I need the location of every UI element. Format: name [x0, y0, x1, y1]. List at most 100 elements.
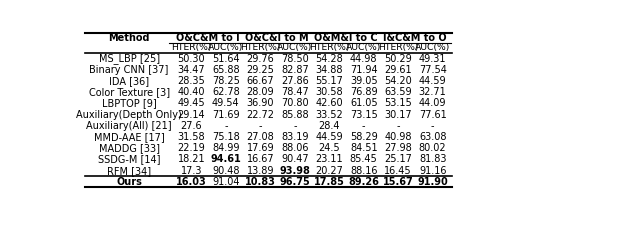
Text: 89.26: 89.26 — [348, 177, 379, 187]
Text: 83.19: 83.19 — [281, 132, 308, 142]
Text: 29.14: 29.14 — [177, 110, 205, 120]
Text: 44.98: 44.98 — [350, 54, 378, 64]
Text: 91.90: 91.90 — [417, 177, 448, 187]
Text: 17.69: 17.69 — [246, 143, 274, 153]
Text: 49.45: 49.45 — [177, 98, 205, 108]
Text: 44.09: 44.09 — [419, 98, 447, 108]
Text: 55.17: 55.17 — [316, 76, 343, 86]
Text: 65.88: 65.88 — [212, 65, 239, 75]
Text: 84.99: 84.99 — [212, 143, 239, 153]
Text: 88.06: 88.06 — [281, 143, 308, 153]
Text: HTER(%): HTER(%) — [309, 43, 349, 52]
Text: HTER(%): HTER(%) — [171, 43, 212, 52]
Text: 28.35: 28.35 — [177, 76, 205, 86]
Text: 91.04: 91.04 — [212, 177, 239, 187]
Text: 24.5: 24.5 — [319, 143, 340, 153]
Text: 50.29: 50.29 — [384, 54, 412, 64]
Text: 34.47: 34.47 — [177, 65, 205, 75]
Text: 93.98: 93.98 — [279, 166, 310, 176]
Text: 15.67: 15.67 — [383, 177, 413, 187]
Text: 75.18: 75.18 — [212, 132, 240, 142]
Text: 49.54: 49.54 — [212, 98, 239, 108]
Text: 58.29: 58.29 — [350, 132, 378, 142]
Text: 30.17: 30.17 — [385, 110, 412, 120]
Text: Method: Method — [108, 33, 150, 43]
Text: 39.05: 39.05 — [350, 76, 378, 86]
Text: 78.25: 78.25 — [212, 76, 240, 86]
Text: Binary CNN [37]: Binary CNN [37] — [90, 65, 169, 75]
Text: 71.94: 71.94 — [350, 65, 378, 75]
Text: O&C&I to M: O&C&I to M — [245, 33, 308, 43]
Text: MADDG [33]: MADDG [33] — [99, 143, 159, 153]
Text: -: - — [224, 121, 228, 131]
Text: Ours: Ours — [116, 177, 142, 187]
Text: 28.4: 28.4 — [319, 121, 340, 131]
Text: 53.15: 53.15 — [384, 98, 412, 108]
Text: 36.90: 36.90 — [246, 98, 274, 108]
Text: 85.88: 85.88 — [281, 110, 308, 120]
Text: 16.45: 16.45 — [385, 166, 412, 176]
Text: 40.98: 40.98 — [385, 132, 412, 142]
Text: AUC(%): AUC(%) — [277, 43, 312, 52]
Text: AUC(%): AUC(%) — [415, 43, 451, 52]
Text: 22.72: 22.72 — [246, 110, 275, 120]
Text: 17.85: 17.85 — [314, 177, 345, 187]
Text: 80.02: 80.02 — [419, 143, 447, 153]
Text: 28.09: 28.09 — [246, 87, 274, 97]
Text: 34.88: 34.88 — [316, 65, 343, 75]
Text: 44.59: 44.59 — [316, 132, 343, 142]
Text: 32.71: 32.71 — [419, 87, 447, 97]
Text: 76.89: 76.89 — [350, 87, 378, 97]
Text: 42.60: 42.60 — [316, 98, 343, 108]
Text: 16.03: 16.03 — [176, 177, 207, 187]
Text: O&M&I to C: O&M&I to C — [314, 33, 378, 43]
Text: 49.31: 49.31 — [419, 54, 447, 64]
Text: 63.08: 63.08 — [419, 132, 447, 142]
Text: 96.75: 96.75 — [280, 177, 310, 187]
Text: 25.17: 25.17 — [384, 155, 412, 164]
Text: 40.40: 40.40 — [178, 87, 205, 97]
Text: RFM [34]: RFM [34] — [107, 166, 151, 176]
Text: 50.30: 50.30 — [177, 54, 205, 64]
Text: 30.58: 30.58 — [316, 87, 343, 97]
Text: 29.61: 29.61 — [385, 65, 412, 75]
Text: 51.64: 51.64 — [212, 54, 239, 64]
Text: 62.78: 62.78 — [212, 87, 240, 97]
Text: 18.21: 18.21 — [177, 155, 205, 164]
Text: HTER(%): HTER(%) — [378, 43, 419, 52]
Text: 77.54: 77.54 — [419, 65, 447, 75]
Text: 20.27: 20.27 — [316, 166, 343, 176]
Text: 27.86: 27.86 — [281, 76, 308, 86]
Text: 77.61: 77.61 — [419, 110, 447, 120]
Text: HTER(%): HTER(%) — [240, 43, 280, 52]
Text: 54.28: 54.28 — [316, 54, 343, 64]
Text: 91.16: 91.16 — [419, 166, 447, 176]
Text: 73.15: 73.15 — [350, 110, 378, 120]
Text: 85.45: 85.45 — [350, 155, 378, 164]
Text: 33.52: 33.52 — [316, 110, 343, 120]
Text: SSDG-M [14]: SSDG-M [14] — [98, 155, 161, 164]
Text: 27.6: 27.6 — [180, 121, 202, 131]
Text: 78.47: 78.47 — [281, 87, 308, 97]
Text: 54.20: 54.20 — [384, 76, 412, 86]
Text: -: - — [362, 121, 365, 131]
Text: 29.76: 29.76 — [246, 54, 274, 64]
Text: 16.67: 16.67 — [246, 155, 274, 164]
Text: IDA [36]: IDA [36] — [109, 76, 149, 86]
Text: I&C&M to O: I&C&M to O — [383, 33, 446, 43]
Text: Auxiliary(Depth Only): Auxiliary(Depth Only) — [76, 110, 182, 120]
Text: 29.25: 29.25 — [246, 65, 274, 75]
Text: 13.89: 13.89 — [246, 166, 274, 176]
Text: 44.59: 44.59 — [419, 76, 447, 86]
Text: 17.3: 17.3 — [180, 166, 202, 176]
Text: 63.59: 63.59 — [385, 87, 412, 97]
Text: Auxiliary(All) [21]: Auxiliary(All) [21] — [86, 121, 172, 131]
Text: 31.58: 31.58 — [177, 132, 205, 142]
Text: 61.05: 61.05 — [350, 98, 378, 108]
Text: 94.61: 94.61 — [211, 155, 241, 164]
Text: 88.16: 88.16 — [350, 166, 378, 176]
Text: 22.19: 22.19 — [177, 143, 205, 153]
Text: AUC(%): AUC(%) — [346, 43, 381, 52]
Text: Color Texture [3]: Color Texture [3] — [88, 87, 170, 97]
Text: 27.98: 27.98 — [384, 143, 412, 153]
